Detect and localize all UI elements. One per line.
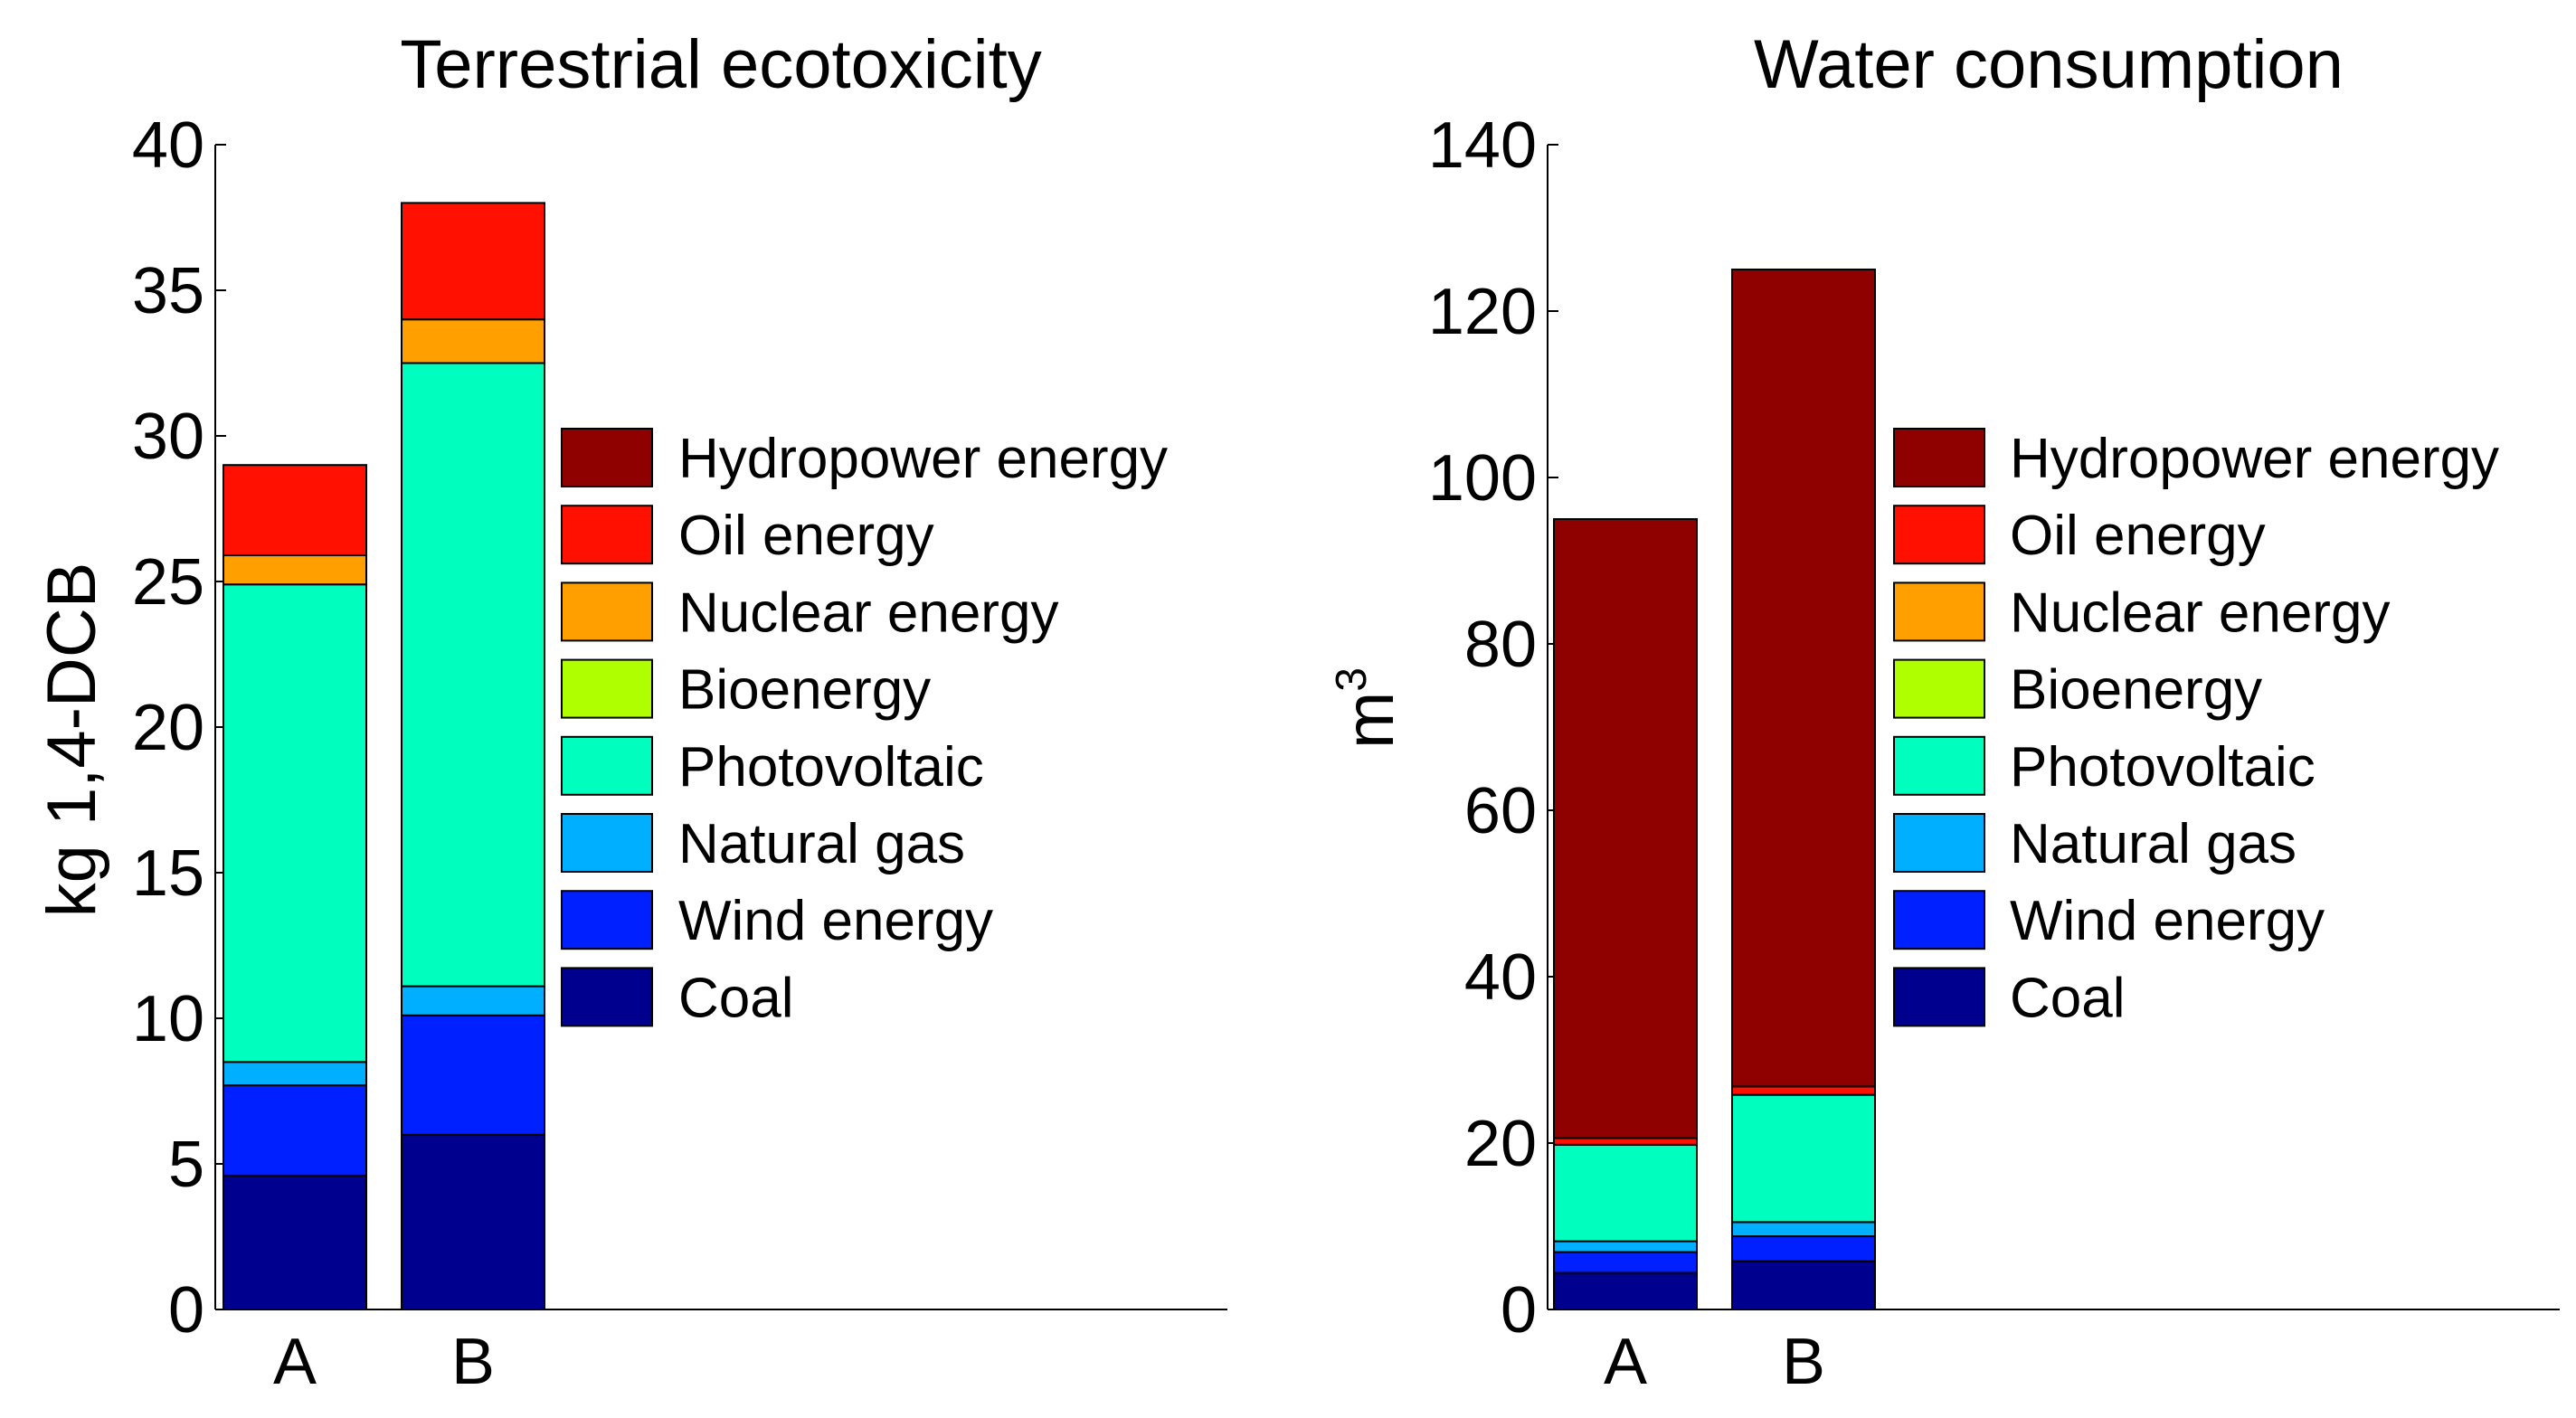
y-tick-label: 80 [1464,609,1537,681]
legend-label-coal: Coal [678,967,794,1029]
legend-label-wind-energy: Wind energy [2010,890,2325,952]
bar-segment-b-nuclear-energy [401,318,545,364]
bar-segment-a-wind-energy [223,1084,367,1177]
bar-segment-b-wind-energy [1731,1235,1876,1262]
y-tick-label: 40 [1464,941,1537,1014]
legend-swatch-nuclear-energy [561,581,653,642]
legend-swatch-oil-energy [561,505,653,565]
legend-swatch-wind-energy [1893,890,1985,950]
legend-swatch-bioenergy [1893,658,1985,719]
bar-segment-a-coal [1553,1271,1698,1311]
y-tick-label: 100 [1428,442,1537,515]
legend-swatch-bioenergy [561,658,653,719]
legend-label-wind-energy: Wind energy [678,890,993,952]
legend-label-photovoltaic: Photovoltaic [678,736,984,799]
bar-segment-a-wind-energy [1553,1251,1698,1274]
legend-swatch-photovoltaic [561,735,653,796]
bar-segment-a-oil-energy [223,464,367,557]
y-axis-label: kg 1,4-DCB [33,562,110,918]
legend-label-nuclear-energy: Nuclear energy [2010,581,2390,644]
y-tick-label: 25 [132,546,204,619]
legend-label-photovoltaic: Photovoltaic [2010,736,2316,799]
y-tick-label: 60 [1464,775,1537,847]
y-axis-label-unit: m [1331,692,1408,749]
y-tick-label: 10 [132,983,204,1055]
legend-label-nuclear-energy: Nuclear energy [678,581,1058,644]
y-tick-label: 120 [1428,276,1537,348]
y-tick-label: 30 [132,401,204,473]
bar-segment-b-coal [401,1133,545,1311]
y-tick-label: 0 [1501,1274,1537,1347]
bar-segment-b-oil-energy [401,202,545,321]
legend-label-oil-energy: Oil energy [2010,505,2266,567]
y-axis-label: m3 [1328,667,1408,749]
bar-segment-a-nuclear-energy [223,554,367,586]
y-tick-label: 35 [132,255,204,327]
y-tick-label: 5 [168,1129,204,1201]
bar-segment-b-wind-energy [401,1014,545,1136]
legend-swatch-nuclear-energy [1893,581,1985,642]
bar-segment-a-hydropower-energy [1553,518,1698,1139]
legend-label-hydropower-energy: Hydropower energy [2010,428,2499,490]
legend-swatch-wind-energy [561,890,653,950]
y-tick-label: 20 [1464,1108,1537,1180]
bar-segment-a-coal [223,1174,367,1310]
legend-swatch-natural-gas [1893,813,1985,873]
legend-swatch-photovoltaic [1893,735,1985,796]
chart-terrestrial-ecotoxicity: Terrestrial ecotoxicity kg 1,4-DCB 0 5 10 1… [33,26,1227,1398]
bar-segment-b-hydropower-energy [1731,269,1876,1088]
legend-label-hydropower-energy: Hydropower energy [678,428,1168,490]
bar-segment-a-photovoltaic [223,583,367,1064]
legend-swatch-coal [1893,967,1985,1027]
bar-segment-a-natural-gas [1553,1240,1698,1253]
chart-marks: 0 5 10 15 20 25 30 35 40 A B [132,109,1227,1398]
bar-segment-b-photovoltaic [1731,1093,1876,1224]
y-tick-label: 20 [132,692,204,764]
legend-swatch-oil-energy [1893,505,1985,565]
bar-segment-b-coal [1731,1260,1876,1311]
legend-label-oil-energy: Oil energy [678,505,934,567]
legend: Hydropower energy Oil energy Nuclear energ… [561,428,1168,1029]
bar-segment-b-oil-energy [1731,1085,1876,1096]
x-tick-label-b: B [1782,1326,1825,1398]
x-tick-label-a: A [273,1326,317,1398]
y-tick-label: 0 [168,1274,204,1347]
legend-swatch-coal [561,967,653,1027]
bar-segment-a-oil-energy [1553,1137,1698,1146]
chart-title: Terrestrial ecotoxicity [400,26,1042,103]
x-tick-label-b: B [451,1326,495,1398]
y-tick-label: 40 [132,109,204,182]
legend-label-natural-gas: Natural gas [678,813,965,875]
legend-swatch-natural-gas [561,813,653,873]
legend-label-coal: Coal [2010,967,2126,1029]
y-tick-label: 15 [132,837,204,910]
bar-segment-b-photovoltaic [401,362,545,988]
bar-segment-a-photovoltaic [1553,1143,1698,1243]
legend: Hydropower energy Oil energy Nuclear energ… [1893,428,2499,1029]
legend-swatch-hydropower-energy [1893,428,1985,487]
chart-title: Water consumption [1754,26,2344,103]
legend-swatch-hydropower-energy [561,428,653,487]
legend-label-bioenergy: Bioenergy [2010,659,2262,722]
chart-marks: 0 20 40 60 80 100 120 140 A B [1428,109,2560,1398]
y-tick-label: 140 [1428,109,1537,182]
chart-water-consumption: Water consumption m3 0 20 40 60 80 100 120 140 A… [1328,26,2560,1398]
bar-segment-a-natural-gas [223,1061,367,1087]
x-tick-label-a: A [1604,1326,1647,1398]
legend-label-natural-gas: Natural gas [2010,813,2297,875]
bar-segment-b-natural-gas [401,985,545,1016]
legend-label-bioenergy: Bioenergy [678,659,931,722]
y-axis-label-superscript: 3 [1328,667,1376,692]
bar-segment-b-natural-gas [1731,1221,1876,1238]
